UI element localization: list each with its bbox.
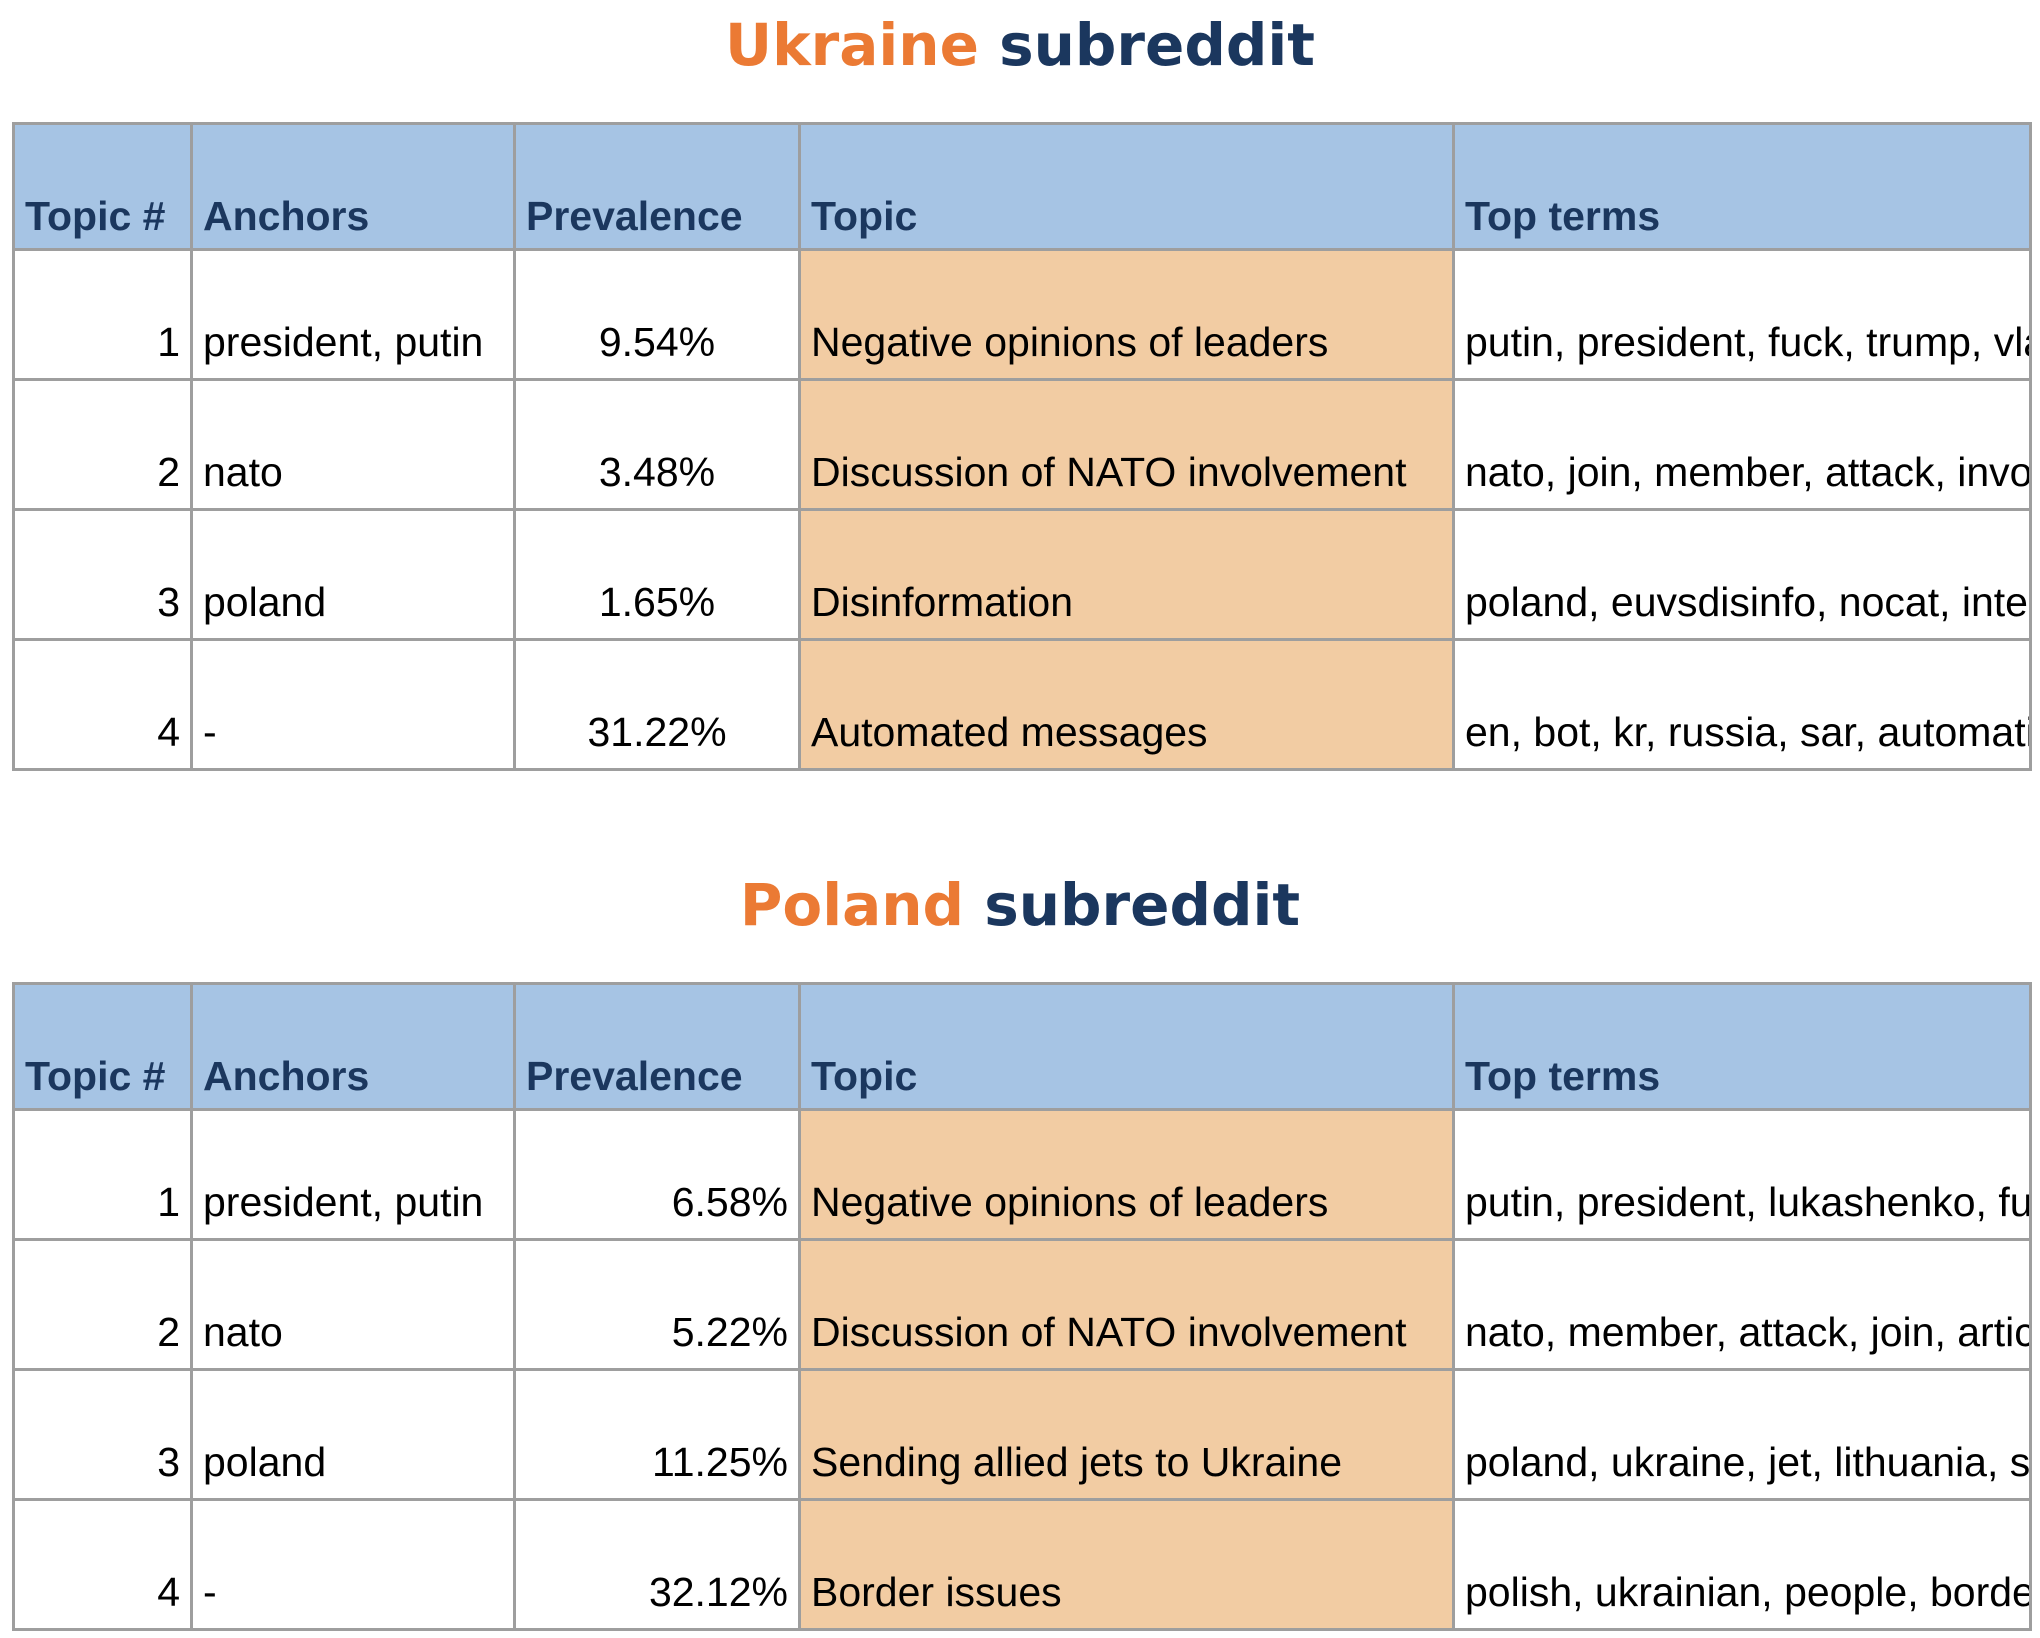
topic-number-cell: 1 — [12, 248, 193, 381]
top-terms-cell: putin, president, lukashenko, fuck, pro,… — [1452, 1108, 2032, 1241]
topic-cell: Automated messages — [798, 638, 1455, 771]
poland-heading-country: Poland — [739, 871, 965, 939]
poland-heading-rest: subreddit — [964, 871, 1301, 939]
poland-topics-table: Topic # Anchors Prevalence Topic Top ter… — [12, 982, 2032, 1631]
topic-number-cell: 3 — [12, 508, 193, 641]
header-prevalence: Prevalence — [513, 982, 801, 1111]
topic-cell: Negative opinions of leaders — [798, 248, 1455, 381]
header-top-terms: Top terms — [1452, 982, 2032, 1111]
anchors-cell: - — [190, 638, 516, 771]
topic-number-cell: 4 — [12, 638, 193, 771]
ukraine-heading-country: Ukraine — [724, 11, 979, 79]
topic-cell: Border issues — [798, 1498, 1455, 1631]
anchors-cell: nato — [190, 1238, 516, 1371]
topic-cell: Disinformation — [798, 508, 1455, 641]
topic-cell: Discussion of NATO involvement — [798, 1238, 1455, 1371]
prevalence-cell: 32.12% — [513, 1498, 801, 1631]
table-row: 2 nato 5.22% Discussion of NATO involvem… — [12, 1238, 2032, 1371]
header-topic-number: Topic # — [12, 122, 193, 251]
topic-cell: Negative opinions of leaders — [798, 1108, 1455, 1241]
header-prevalence: Prevalence — [513, 122, 801, 251]
prevalence-cell: 1.65% — [513, 508, 801, 641]
table-row: 4 - 32.12% Border issues polish, ukraini… — [12, 1498, 2032, 1631]
ukraine-heading: Ukraine subreddit — [0, 0, 2040, 90]
table-row: 3 poland 1.65% Disinformation poland, eu… — [12, 508, 2032, 641]
anchors-cell: nato — [190, 378, 516, 511]
prevalence-cell: 9.54% — [513, 248, 801, 381]
top-terms-cell: en, bot, kr, russia, sar, automatically — [1452, 638, 2032, 771]
topic-number-cell: 4 — [12, 1498, 193, 1631]
topic-cell: Discussion of NATO involvement — [798, 378, 1455, 511]
top-terms-cell: poland, ukraine, jet, lithuania, slovaki… — [1452, 1368, 2032, 1501]
header-topic-number: Topic # — [12, 982, 193, 1111]
topic-number-cell: 2 — [12, 1238, 193, 1371]
top-terms-cell: polish, ukrainian, people, border, refug… — [1452, 1498, 2032, 1631]
prevalence-cell: 6.58% — [513, 1108, 801, 1241]
prevalence-cell: 31.22% — [513, 638, 801, 771]
anchors-cell: president, putin — [190, 248, 516, 381]
ukraine-heading-rest: subreddit — [978, 11, 1316, 79]
top-terms-cell: putin, president, fuck, trump, vladimir,… — [1452, 248, 2032, 381]
header-topic: Topic — [798, 982, 1455, 1111]
header-anchors: Anchors — [190, 982, 516, 1111]
topic-number-cell: 1 — [12, 1108, 193, 1241]
anchors-cell: poland — [190, 508, 516, 641]
table-row: 1 president, putin 9.54% Negative opinio… — [12, 248, 2032, 381]
header-top-terms: Top terms — [1452, 122, 2032, 251]
top-terms-cell: nato, join, member, attack, involve, all… — [1452, 378, 2032, 511]
table-row: 4 - 31.22% Automated messages en, bot, k… — [12, 638, 2032, 771]
prevalence-cell: 11.25% — [513, 1368, 801, 1501]
prevalence-cell: 3.48% — [513, 378, 801, 511]
table-row: 1 president, putin 6.58% Negative opinio… — [12, 1108, 2032, 1241]
topic-number-cell: 2 — [12, 378, 193, 511]
top-terms-cell: nato, member, attack, join, article, all… — [1452, 1238, 2032, 1371]
anchors-cell: - — [190, 1498, 516, 1631]
anchors-cell: president, putin — [190, 1108, 516, 1241]
topic-number-cell: 3 — [12, 1368, 193, 1501]
header-topic: Topic — [798, 122, 1455, 251]
topic-cell: Sending allied jets to Ukraine — [798, 1368, 1455, 1501]
table-row: 3 poland 11.25% Sending allied jets to U… — [12, 1368, 2032, 1501]
header-anchors: Anchors — [190, 122, 516, 251]
top-terms-cell: poland, euvsdisinfo, nocat, interactive,… — [1452, 508, 2032, 641]
poland-heading: Poland subreddit — [0, 860, 2040, 950]
ukraine-topics-table: Topic # Anchors Prevalence Topic Top ter… — [12, 122, 2032, 771]
header-row: Topic # Anchors Prevalence Topic Top ter… — [12, 982, 2032, 1111]
prevalence-cell: 5.22% — [513, 1238, 801, 1371]
table-row: 2 nato 3.48% Discussion of NATO involvem… — [12, 378, 2032, 511]
anchors-cell: poland — [190, 1368, 516, 1501]
header-row: Topic # Anchors Prevalence Topic Top ter… — [12, 122, 2032, 251]
